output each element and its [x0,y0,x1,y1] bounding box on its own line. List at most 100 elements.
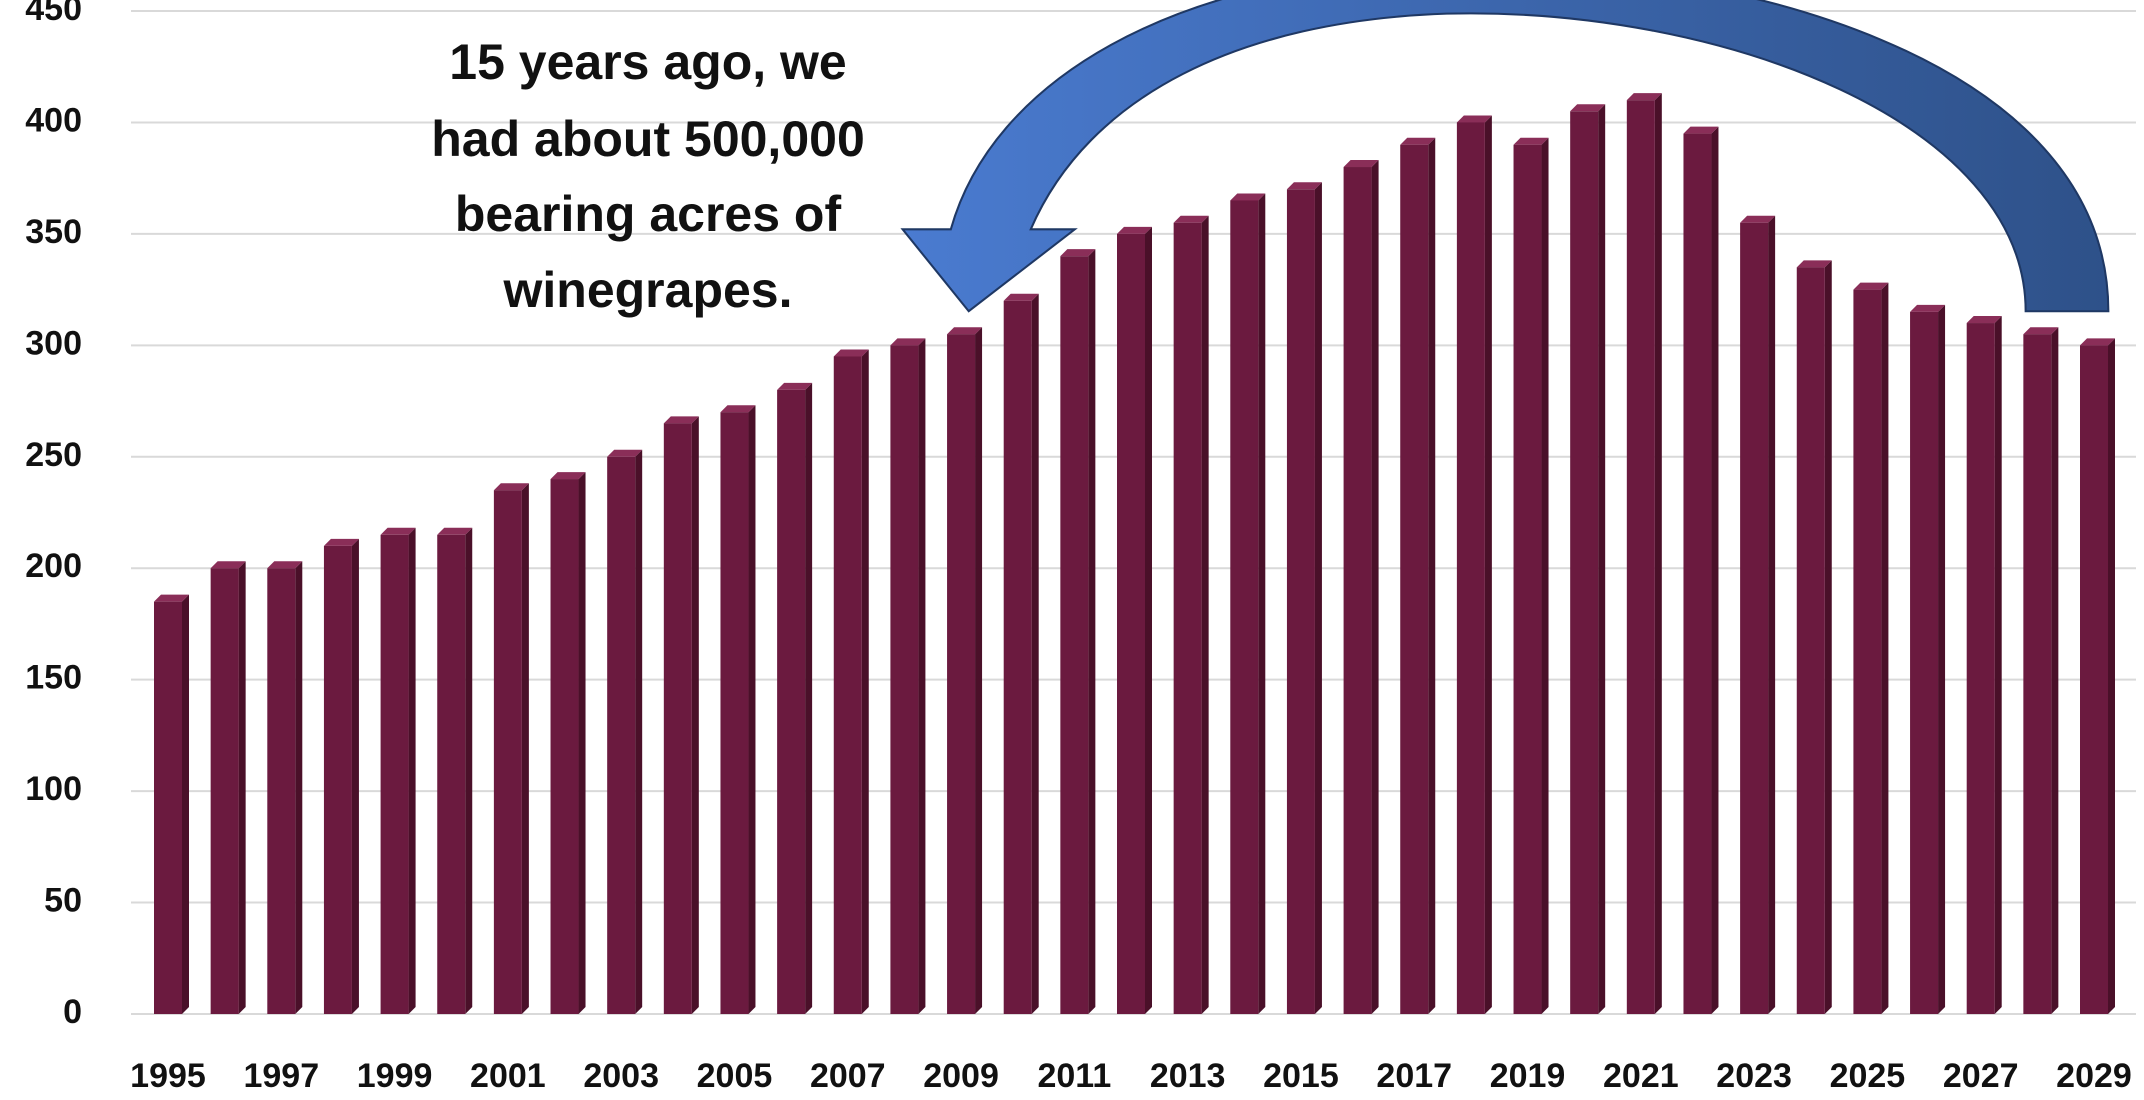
bar-top [1400,137,1436,145]
y-tick-label: 250 [25,436,82,474]
y-tick-label: 300 [25,324,82,362]
annotation: 15 years ago, we had about 500,000 bearing… [431,34,865,318]
bar-top [210,561,246,569]
annotation-line: bearing acres of [455,186,842,242]
bar [154,601,182,1014]
bar [550,479,579,1015]
bar-side [578,472,586,1015]
bar [607,456,636,1014]
bar-side [1314,182,1322,1015]
bar-side [1145,226,1152,1014]
bar-top [1230,193,1266,201]
x-tick-label: 2017 [1376,1057,1452,1095]
bar-side [975,327,983,1014]
bar-side [1994,316,2002,1014]
x-tick-label: 2007 [810,1057,886,1095]
bar [1117,233,1145,1014]
x-tick-label: 2013 [1150,1057,1226,1095]
annotation-line: winegrapes. [503,262,793,318]
bar-top [437,527,473,535]
bar [833,356,862,1014]
bar-top [1796,260,1832,268]
x-tick-label: 2005 [697,1057,773,1095]
bar-side [238,561,246,1014]
bar-side [521,483,529,1014]
bar-side [1428,137,1436,1014]
bar-side [748,405,756,1014]
bar-side [1031,293,1039,1014]
bar [1626,100,1655,1014]
bar-top [1966,316,2002,324]
annotation-line: had about 500,000 [431,111,865,167]
y-tick-label: 50 [44,882,82,920]
bar-top [947,327,983,335]
bar-side [408,527,416,1014]
bar-side [1881,282,1889,1015]
bar-side [351,538,359,1014]
bar-top [154,594,189,602]
bar-side [1598,104,1606,1015]
bar-side [295,561,303,1014]
bar-top [1683,126,1719,134]
bar [1286,189,1315,1015]
bar-side [2108,338,2115,1014]
bar-top [550,472,586,480]
bar-side [465,527,473,1014]
y-tick-label: 200 [25,547,82,585]
bar-top [1570,104,1606,112]
bar [210,568,239,1014]
bar-side [635,449,643,1014]
bar-top [1740,215,1776,223]
bar [1230,200,1259,1014]
bar-top [720,405,756,413]
bar-side [805,382,813,1014]
bar-top [323,538,359,546]
bar-top [1117,226,1152,234]
bar-side [1824,260,1832,1014]
bar-side [2051,327,2059,1014]
bar-top [663,416,699,424]
x-tick-label: 2003 [583,1057,659,1095]
bar [380,534,409,1014]
x-tick-label: 2001 [470,1057,546,1095]
bar [720,412,749,1014]
annotation-line: 15 years ago, we [449,34,846,90]
x-tick-label: 1997 [243,1057,319,1095]
bar [1513,144,1542,1014]
bar-side [1088,249,1096,1014]
bar-top [777,382,813,390]
bars [154,93,2115,1015]
bar-side [1938,304,1946,1014]
x-tick-label: 2023 [1716,1057,1792,1095]
bar-side [1711,126,1719,1015]
bar [663,423,692,1014]
x-tick-label: 2029 [2056,1057,2132,1095]
bar [1796,267,1825,1014]
y-tick-label: 400 [25,101,82,139]
bar-side [918,338,926,1014]
bar [890,345,919,1014]
bar-side [1484,115,1492,1014]
bar [1853,289,1882,1015]
curved-arrow [900,0,2110,313]
bar [493,490,522,1014]
x-tick-label: 2019 [1490,1057,1566,1095]
bar [777,389,806,1014]
bar-top [1286,182,1322,190]
bar-top [1626,93,1662,101]
y-tick-label: 350 [25,213,82,251]
bar [2080,345,2108,1014]
bar-side [1258,193,1266,1014]
bar-top [833,349,869,357]
bar-top [2080,338,2115,346]
bar [1966,323,1995,1014]
x-tick-label: 2009 [923,1057,999,1095]
bar-top [267,561,303,569]
bar-top [1343,160,1379,168]
bar [437,534,466,1014]
bar-side [1541,137,1549,1014]
bar [2023,334,2052,1014]
bar [1343,167,1372,1014]
